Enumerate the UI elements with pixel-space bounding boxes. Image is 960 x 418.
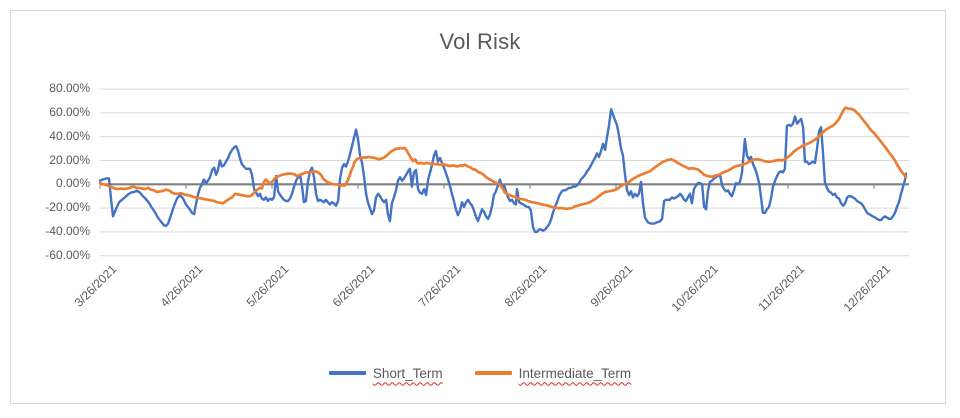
intermediate-term-line[interactable] bbox=[98, 106, 908, 211]
y-axis-tick-label: -40.00% bbox=[45, 224, 90, 238]
intermediate-term-line-swatch bbox=[474, 371, 512, 375]
y-axis-tick-label: 80.00% bbox=[49, 81, 90, 95]
y-axis-tick-label: 0.00% bbox=[55, 176, 90, 190]
legend: Short_Term Intermediate_Term bbox=[0, 360, 960, 386]
legend-item-intermediate-term[interactable]: Intermediate_Term bbox=[474, 365, 632, 381]
chart-title: Vol Risk bbox=[439, 29, 521, 54]
y-axis-tick-label: -60.00% bbox=[45, 248, 90, 262]
y-axis-tick-label: 60.00% bbox=[49, 105, 90, 119]
y-axis-tick-label: 20.00% bbox=[49, 153, 90, 167]
y-axis-tick-label: 40.00% bbox=[49, 129, 90, 143]
short-term-line[interactable] bbox=[98, 108, 908, 234]
legend-label-short-term: Short_Term bbox=[372, 365, 443, 381]
short-term-line-swatch bbox=[328, 371, 366, 375]
legend-item-short-term[interactable]: Short_Term bbox=[328, 365, 443, 381]
chart-frame bbox=[10, 10, 946, 404]
y-axis-tick-label: -20.00% bbox=[45, 200, 90, 214]
legend-label-intermediate-term: Intermediate_Term bbox=[518, 365, 632, 381]
